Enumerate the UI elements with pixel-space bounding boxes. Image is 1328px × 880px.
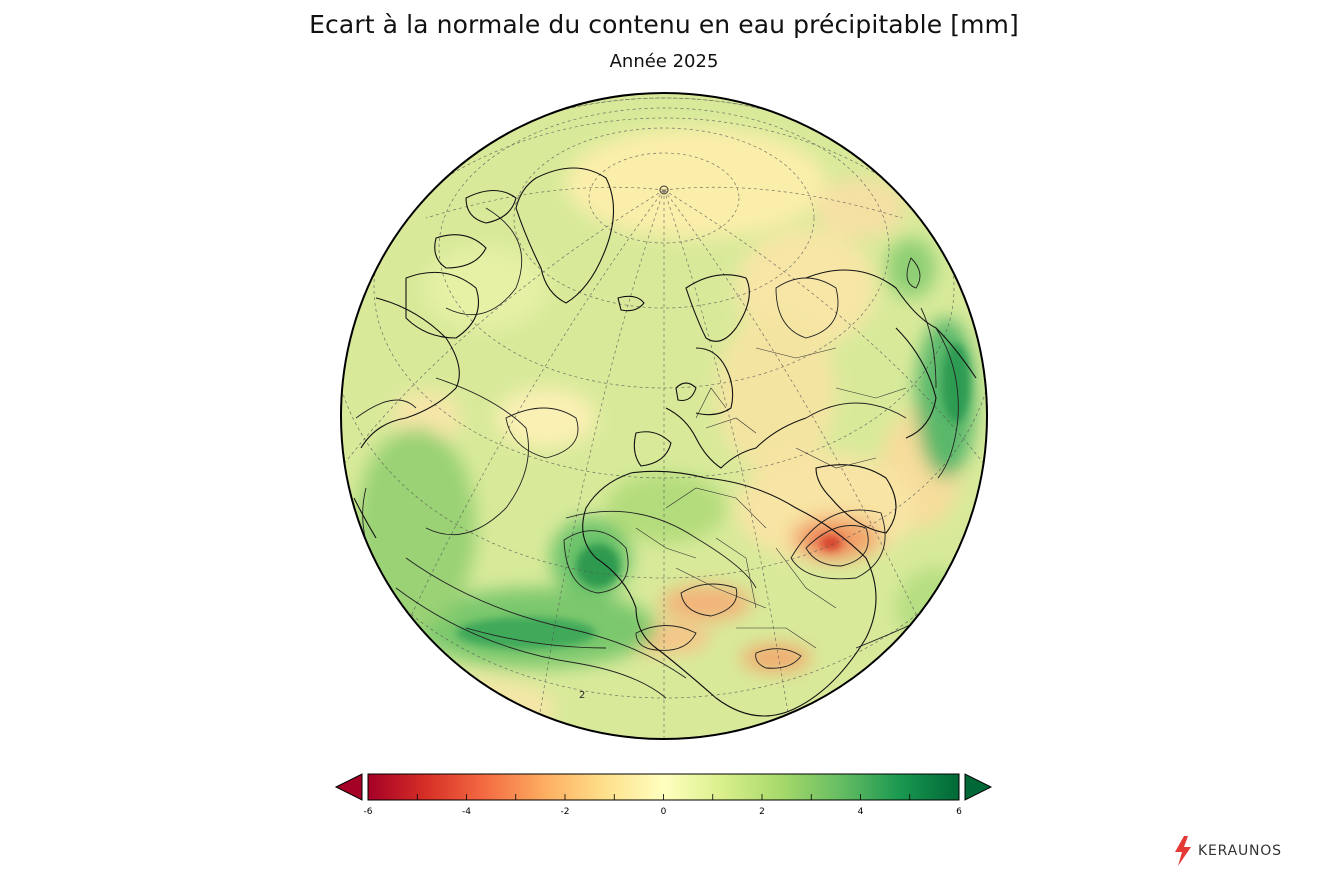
colorbar-tick-label: -2	[561, 807, 570, 817]
colorbar-tick-label: 4	[858, 807, 864, 817]
map-title: Ecart à la normale du contenu en eau pré…	[309, 10, 1019, 39]
colorbar-tick-label: 6	[956, 807, 962, 817]
brand-name: KERAUNOS	[1198, 843, 1282, 859]
north-pole-mark	[659, 185, 669, 195]
map-subtitle: Année 2025	[609, 51, 719, 72]
keraunos-logo: KERAUNOS	[1172, 834, 1282, 868]
lightning-bolt-icon	[1175, 836, 1191, 866]
country-borders	[635, 347, 907, 649]
colorbar-tick-label: 0	[661, 807, 667, 817]
colorbar-ticks: -6 -4 -2 0 2 4 6	[364, 794, 962, 817]
graticule	[341, 97, 987, 739]
colorbar: -6 -4 -2 0 2 4 6	[334, 773, 993, 817]
colorbar-tick-label: 2	[759, 807, 765, 817]
globe-map: 2	[340, 92, 988, 740]
colorbar-over-arrow	[964, 773, 993, 801]
coastlines	[353, 167, 977, 717]
colorbar-under-arrow	[334, 773, 363, 801]
globe-outline	[340, 92, 988, 740]
contour-label: 2	[579, 690, 585, 701]
colorbar-tick-label: -4	[462, 807, 471, 817]
colorbar-tick-label: -6	[364, 807, 373, 817]
